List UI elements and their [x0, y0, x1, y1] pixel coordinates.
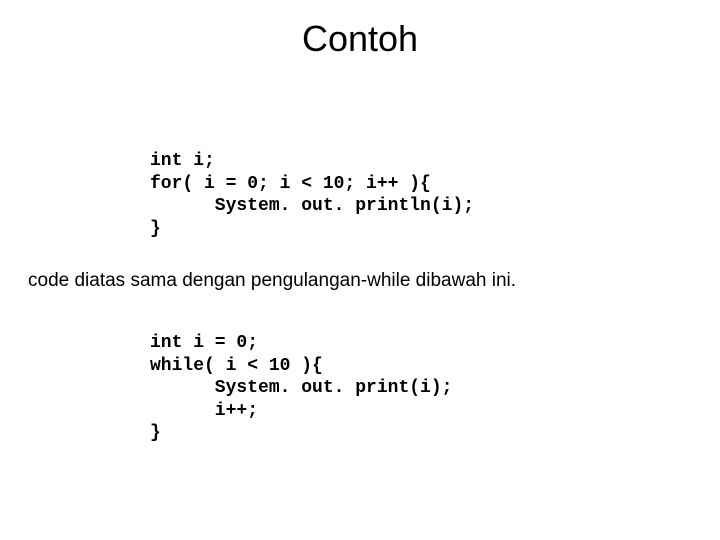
code-block-while-loop: int i = 0; while( i < 10 ){ System. out.… — [150, 332, 720, 445]
slide-title: Contoh — [0, 0, 720, 100]
code-block-for-loop: int i; for( i = 0; i < 10; i++ ){ System… — [150, 150, 720, 240]
explanation-text: code diatas sama dengan pengulangan-whil… — [28, 270, 720, 292]
